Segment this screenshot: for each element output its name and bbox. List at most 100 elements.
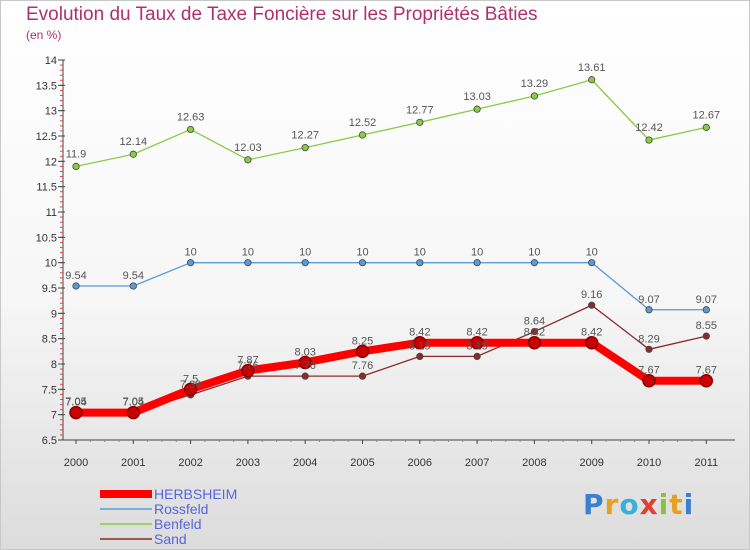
data-point-herbsheim <box>298 355 312 370</box>
data-labels-layer: 9.54 9.54 10 10 10 10 10 10 10 10 9.07 9.07 11.9 12.1… <box>65 62 720 409</box>
series-line-sand <box>76 304 707 413</box>
y-tick-label: 9.5 <box>42 283 57 295</box>
data-label-benfeld: 12.14 <box>120 136 148 148</box>
x-tick-label: 2010 <box>637 457 661 469</box>
data-label-benfeld: 13.61 <box>578 62 606 74</box>
data-label-rossfeld: 9.07 <box>696 294 717 306</box>
data-label-herbsheim: 8.03 <box>294 346 315 358</box>
data-point-herbsheim <box>241 363 255 378</box>
legend-label-benfeld: Benfeld <box>154 516 201 532</box>
y-tick-label: 10.5 <box>36 232 57 244</box>
data-point-herbsheim <box>69 405 83 420</box>
legend-label-herbsheim: HERBSHEIM <box>154 486 237 502</box>
data-label-rossfeld: 10 <box>184 247 196 259</box>
data-label-benfeld: 12.52 <box>349 117 377 129</box>
data-point-rossfeld <box>358 259 367 267</box>
chart-title: Evolution du Taux de Taxe Foncière sur l… <box>26 4 538 25</box>
data-label-benfeld: 12.27 <box>291 130 319 142</box>
data-label-herbsheim: 7.04 <box>65 397 86 409</box>
data-point-sand <box>301 372 309 380</box>
data-label-rossfeld: 9.07 <box>638 294 659 306</box>
data-label-rossfeld: 9.54 <box>123 270 144 282</box>
series-layer <box>69 76 714 420</box>
data-label-herbsheim: 8.42 <box>524 327 545 339</box>
data-label-benfeld: 12.77 <box>406 104 434 116</box>
data-label-benfeld: 12.03 <box>234 142 262 154</box>
data-point-benfeld <box>530 92 539 100</box>
legend-label-rossfeld: Rossfeld <box>154 501 208 517</box>
y-tick-label: 10 <box>45 258 57 270</box>
data-point-benfeld <box>358 131 367 139</box>
x-tick-label: 2002 <box>178 457 202 469</box>
y-tick-label: 14 <box>45 55 57 67</box>
data-point-herbsheim <box>126 405 141 420</box>
data-point-rossfeld <box>416 259 424 267</box>
y-tick-label: 11.5 <box>36 182 57 194</box>
y-tick-label: 9 <box>51 308 57 320</box>
data-point-rossfeld <box>187 259 195 267</box>
data-point-rossfeld <box>473 259 481 267</box>
data-point-benfeld <box>588 76 596 84</box>
data-point-rossfeld <box>645 306 653 314</box>
data-label-herbsheim: 7.87 <box>237 355 258 367</box>
data-point-sand <box>473 352 481 360</box>
data-point-benfeld <box>473 105 481 113</box>
data-label-benfeld: 13.03 <box>463 91 491 103</box>
y-tick-label: 13.5 <box>36 80 57 92</box>
chart-axes: 6.5 7 7.5 8 8.5 9 9.5 10 10.5 11 11.5 12 12.5 13 13.5 1… <box>36 55 735 469</box>
data-label-sand: 8.64 <box>524 316 545 328</box>
data-point-herbsheim <box>584 335 599 350</box>
y-tick-label: 12 <box>45 156 57 168</box>
data-point-benfeld <box>187 125 195 134</box>
x-tick-label: 2009 <box>579 457 603 469</box>
data-point-rossfeld <box>301 259 309 267</box>
data-point-herbsheim <box>642 373 656 388</box>
data-label-rossfeld: 10 <box>356 247 368 259</box>
y-tick-label: 7.5 <box>42 384 57 396</box>
data-point-herbsheim <box>355 344 370 359</box>
data-label-rossfeld: 10 <box>242 247 254 259</box>
data-label-benfeld: 12.42 <box>635 122 663 134</box>
data-point-herbsheim <box>699 373 714 388</box>
data-point-sand <box>588 301 596 309</box>
series-line-herbsheim <box>76 338 707 417</box>
data-label-benfeld: 12.63 <box>177 111 205 123</box>
data-point-sand <box>530 327 539 336</box>
data-point-rossfeld <box>702 306 710 314</box>
data-label-herbsheim: 7.67 <box>696 365 717 377</box>
data-label-rossfeld: 10 <box>586 247 598 259</box>
data-label-herbsheim: 7.67 <box>638 365 659 377</box>
data-label-sand: 7.76 <box>294 360 315 372</box>
y-tick-label: 8.5 <box>42 334 57 346</box>
data-label-herbsheim: 7.5 <box>183 373 198 385</box>
data-label-sand: 7.39 <box>180 379 201 391</box>
data-label-sand: 7.05 <box>123 396 144 408</box>
data-label-herbsheim: 8.25 <box>352 335 373 347</box>
x-tick-label: 2006 <box>408 457 432 469</box>
y-tick-label: 12.5 <box>36 131 57 143</box>
data-label-herbsheim: 8.42 <box>409 327 430 339</box>
data-point-rossfeld <box>72 282 80 290</box>
x-tick-label: 2011 <box>694 457 718 469</box>
data-label-benfeld: 13.29 <box>521 78 549 90</box>
y-tick-label: 7 <box>51 410 57 422</box>
data-label-benfeld: 11.9 <box>66 148 87 160</box>
x-tick-label: 2001 <box>121 457 145 469</box>
data-label-sand: 7.76 <box>352 360 373 372</box>
data-label-sand: 8.29 <box>638 333 659 345</box>
data-point-benfeld <box>72 162 80 170</box>
data-point-sand <box>702 332 710 340</box>
data-label-herbsheim: 8.42 <box>466 327 487 339</box>
data-label-benfeld: 12.67 <box>693 109 721 121</box>
series-line-benfeld <box>75 79 707 168</box>
y-tick-label: 11 <box>46 207 57 219</box>
data-label-herbsheim: 7.04 <box>123 397 144 409</box>
data-point-rossfeld <box>129 282 137 290</box>
data-point-herbsheim <box>527 335 542 350</box>
chart-subtitle: (en %) <box>26 28 62 42</box>
data-point-benfeld <box>301 144 309 152</box>
data-point-herbsheim <box>413 335 427 350</box>
data-label-sand: 8.55 <box>696 320 717 332</box>
